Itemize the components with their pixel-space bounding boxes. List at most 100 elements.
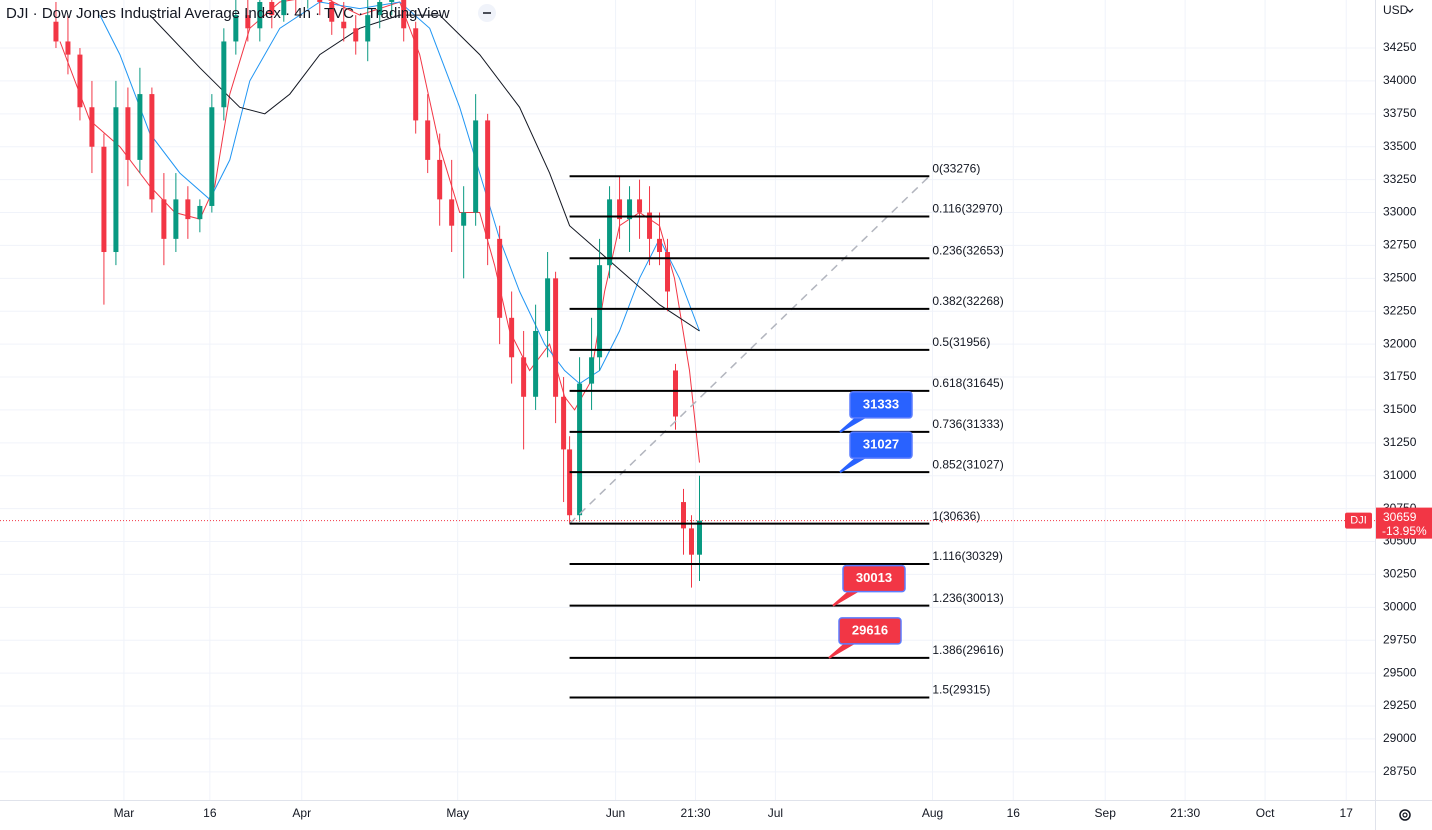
y-tick-label: 33250 — [1383, 172, 1417, 186]
candle-body — [657, 238, 663, 253]
grid-layer — [0, 0, 1375, 800]
currency-chevron[interactable] — [1406, 8, 1414, 13]
candle-body — [617, 199, 623, 220]
fib-label: 0.382(32268) — [932, 294, 1003, 308]
candle-body — [473, 120, 479, 213]
separator: · — [315, 5, 320, 22]
candle-body — [89, 107, 95, 147]
fib-label: 1(30636) — [932, 509, 980, 523]
candle-body — [673, 370, 679, 417]
candle-body — [257, 1, 263, 29]
y-tick-label: 29000 — [1383, 731, 1417, 745]
candle-body — [688, 528, 694, 555]
y-tick-label: 33750 — [1383, 106, 1417, 120]
candle-body — [53, 21, 59, 42]
y-tick-label: 32750 — [1383, 238, 1417, 252]
x-tick-label: Sep — [1095, 806, 1117, 820]
candle-body — [413, 28, 419, 121]
candle-body — [607, 199, 613, 266]
candle-body — [561, 396, 567, 450]
candle-body — [637, 199, 643, 213]
fib-label: 0.852(31027) — [932, 457, 1003, 471]
candle-body — [113, 107, 119, 253]
candle-body — [101, 146, 107, 253]
y-tick-label: 29500 — [1383, 665, 1417, 679]
y-tick-label: 34000 — [1383, 73, 1417, 87]
separator: · — [285, 5, 290, 22]
callout-label: 29616 — [852, 622, 888, 637]
symbol-box — [1345, 512, 1372, 529]
fib-label: 1.116(30329) — [932, 549, 1003, 563]
fib-label: 1.236(30013) — [932, 591, 1003, 605]
candle-body — [341, 21, 347, 29]
y-tick-label: 32500 — [1383, 271, 1417, 285]
header-symbol: DJI — [6, 5, 29, 22]
candle-body — [389, 0, 395, 2]
y-tick-label: 32250 — [1383, 303, 1417, 317]
fib-label: 0.5(31956) — [932, 335, 990, 349]
candle-body — [353, 28, 359, 42]
candle-body — [485, 120, 491, 239]
header-name: Dow Jones Industrial Average Index — [42, 5, 282, 22]
last-price-label: 30659 — [1383, 510, 1417, 524]
candle-body — [589, 357, 595, 384]
y-tick-label: 34250 — [1383, 40, 1417, 54]
axes-layer: 2875029000292502950029750300003025030500… — [114, 40, 1432, 820]
candle-body — [567, 449, 573, 516]
candle-body — [647, 212, 653, 239]
candle-body — [233, 15, 239, 42]
candle-body — [281, 0, 287, 16]
header-exchange: TVC — [324, 5, 354, 22]
fib-label: 0(33276) — [932, 161, 980, 175]
candle-body — [365, 15, 371, 42]
candle-body — [437, 159, 443, 200]
fib-label: 0.618(31645) — [932, 376, 1003, 390]
plot-layer: 0(33276) 0.116(32970) 0.236(32653) 0.382(32… — [0, 0, 1375, 699]
y-tick-label: 29250 — [1383, 698, 1417, 712]
callout-label: 31333 — [863, 396, 899, 411]
header-interval: 4h — [294, 5, 311, 22]
callout-box — [838, 617, 902, 645]
candle-body — [377, 1, 383, 16]
x-tick-label: Aug — [922, 806, 943, 820]
candle-body — [329, 1, 335, 22]
callout-box — [849, 431, 913, 459]
y-tick-label: 31250 — [1383, 435, 1417, 449]
candle-body — [185, 199, 191, 220]
candle-body — [77, 54, 83, 108]
candle-body — [681, 502, 687, 529]
y-tick-label: 33000 — [1383, 205, 1417, 219]
x-tick-label: 16 — [203, 806, 217, 820]
candle-body — [137, 94, 143, 160]
x-tick-label: Jul — [768, 806, 783, 820]
separator: · — [33, 5, 38, 22]
callout-label: 30013 — [856, 570, 892, 585]
x-tick-label: 17 — [1340, 806, 1354, 820]
candle-body — [665, 252, 671, 292]
collapse-button[interactable] — [478, 4, 496, 22]
currency[interactable]: USD — [1383, 3, 1409, 17]
candle-body — [65, 41, 71, 55]
candle-body — [449, 199, 455, 226]
callout-label: 31027 — [863, 437, 899, 452]
symbol-label: DJI — [1350, 515, 1367, 527]
settings-button[interactable] — [1399, 809, 1411, 821]
x-tick-label: Oct — [1256, 806, 1275, 820]
candle-body — [597, 265, 603, 358]
header: DJI · Dow Jones Industrial Average Index… — [6, 5, 450, 22]
separator: · — [358, 5, 363, 22]
candle-body — [533, 330, 539, 397]
y-tick-label: 30000 — [1383, 600, 1417, 614]
candle-body — [221, 41, 227, 108]
y-tick-label: 30250 — [1383, 567, 1417, 581]
candle-body — [149, 94, 155, 200]
candle-body — [696, 520, 702, 555]
last-price-box — [1376, 507, 1432, 539]
fib-label: 0.236(32653) — [932, 243, 1003, 257]
x-tick-label: 16 — [1007, 806, 1021, 820]
moving-average — [149, 14, 700, 332]
candle-body — [161, 199, 167, 239]
